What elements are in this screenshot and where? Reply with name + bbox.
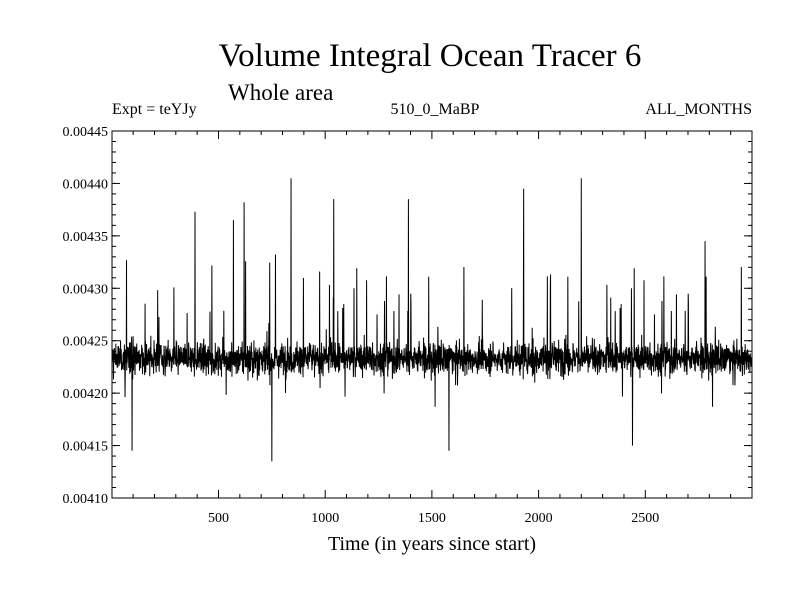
season-label: ALL_MONTHS [645,101,752,118]
experiment-label: Expt = teYJy [112,101,197,118]
plot-frame [111,130,753,499]
y-tick-label: 0.00420 [63,387,109,402]
y-tick-label: 0.00440 [63,177,109,192]
y-tick-label: 0.00410 [63,492,109,507]
y-tick-label: 0.00430 [63,282,109,297]
y-tick-label: 0.00425 [63,335,109,350]
y-tick-label: 0.00435 [63,230,109,245]
y-tick-label: 0.00415 [63,440,109,455]
x-tick-label: 500 [208,511,229,526]
x-tick-label: 2500 [631,511,659,526]
axis-layer: 0.00410 0.00415 0.00420 0.00425 0.00430 0.004… [63,125,752,526]
y-tick-label: 0.00445 [63,125,109,140]
chart-subtitle: Whole area [228,80,334,105]
period-label: 510_0_MaBP [390,101,480,118]
x-axis-title: Time (in years since start) [328,533,536,555]
series-layer [111,178,753,462]
series-line [111,178,753,462]
x-tick-label: 1500 [418,511,446,526]
x-tick-label: 1000 [311,511,339,526]
chart-title: Volume Integral Ocean Tracer 6 [218,38,642,74]
x-tick-label: 2000 [525,511,553,526]
